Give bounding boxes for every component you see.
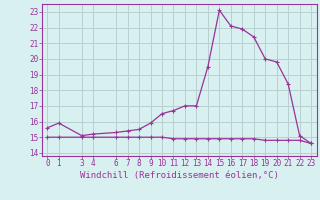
- X-axis label: Windchill (Refroidissement éolien,°C): Windchill (Refroidissement éolien,°C): [80, 171, 279, 180]
